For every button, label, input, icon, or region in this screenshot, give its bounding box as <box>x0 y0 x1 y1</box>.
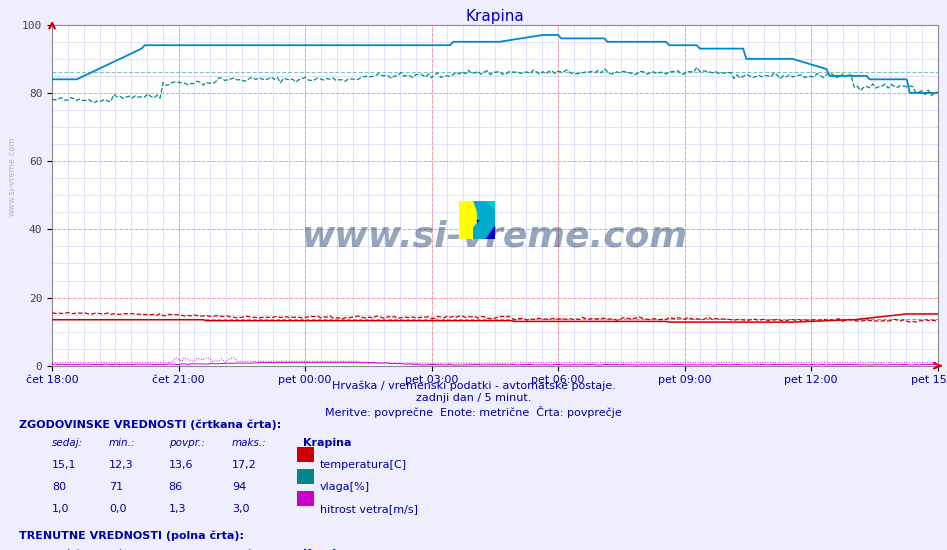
Text: 80: 80 <box>52 482 66 492</box>
Text: ZGODOVINSKE VREDNOSTI (črtkana črta):: ZGODOVINSKE VREDNOSTI (črtkana črta): <box>19 419 281 430</box>
Title: Krapina: Krapina <box>465 9 525 24</box>
Text: 1,0: 1,0 <box>52 504 69 514</box>
Polygon shape <box>474 201 495 239</box>
Text: www.si-vreme.com: www.si-vreme.com <box>8 136 17 216</box>
Text: maks.:: maks.: <box>232 438 267 448</box>
Text: maks.:: maks.: <box>232 549 267 550</box>
Text: www.si-vreme.com: www.si-vreme.com <box>302 219 688 253</box>
Text: 86: 86 <box>169 482 183 492</box>
Text: Krapina: Krapina <box>303 549 351 550</box>
Text: 17,2: 17,2 <box>232 460 257 470</box>
Text: Hrvaška / vremenski podatki - avtomatske postaje.: Hrvaška / vremenski podatki - avtomatske… <box>331 381 616 391</box>
Text: 3,0: 3,0 <box>232 504 249 514</box>
Polygon shape <box>459 201 477 239</box>
Polygon shape <box>477 201 495 220</box>
Text: Meritve: povprečne  Enote: metrične  Črta: povprečje: Meritve: povprečne Enote: metrične Črta:… <box>325 406 622 418</box>
Text: 71: 71 <box>109 482 123 492</box>
Text: 1,3: 1,3 <box>169 504 186 514</box>
Text: 0,0: 0,0 <box>109 504 126 514</box>
Text: TRENUTNE VREDNOSTI (polna črta):: TRENUTNE VREDNOSTI (polna črta): <box>19 530 244 541</box>
Text: sedaj:: sedaj: <box>52 549 83 550</box>
Polygon shape <box>477 220 495 239</box>
Text: Krapina: Krapina <box>303 438 351 448</box>
Text: hitrost vetra[m/s]: hitrost vetra[m/s] <box>320 504 418 514</box>
Text: povpr.:: povpr.: <box>169 438 205 448</box>
Text: 12,3: 12,3 <box>109 460 134 470</box>
Text: povpr.:: povpr.: <box>169 549 205 550</box>
Text: 15,1: 15,1 <box>52 460 77 470</box>
Text: zadnji dan / 5 minut.: zadnji dan / 5 minut. <box>416 393 531 403</box>
Text: sedaj:: sedaj: <box>52 438 83 448</box>
Text: min.:: min.: <box>109 549 135 550</box>
Text: 94: 94 <box>232 482 246 492</box>
Text: 13,6: 13,6 <box>169 460 193 470</box>
Text: vlaga[%]: vlaga[%] <box>320 482 370 492</box>
Text: min.:: min.: <box>109 438 135 448</box>
Text: temperatura[C]: temperatura[C] <box>320 460 407 470</box>
